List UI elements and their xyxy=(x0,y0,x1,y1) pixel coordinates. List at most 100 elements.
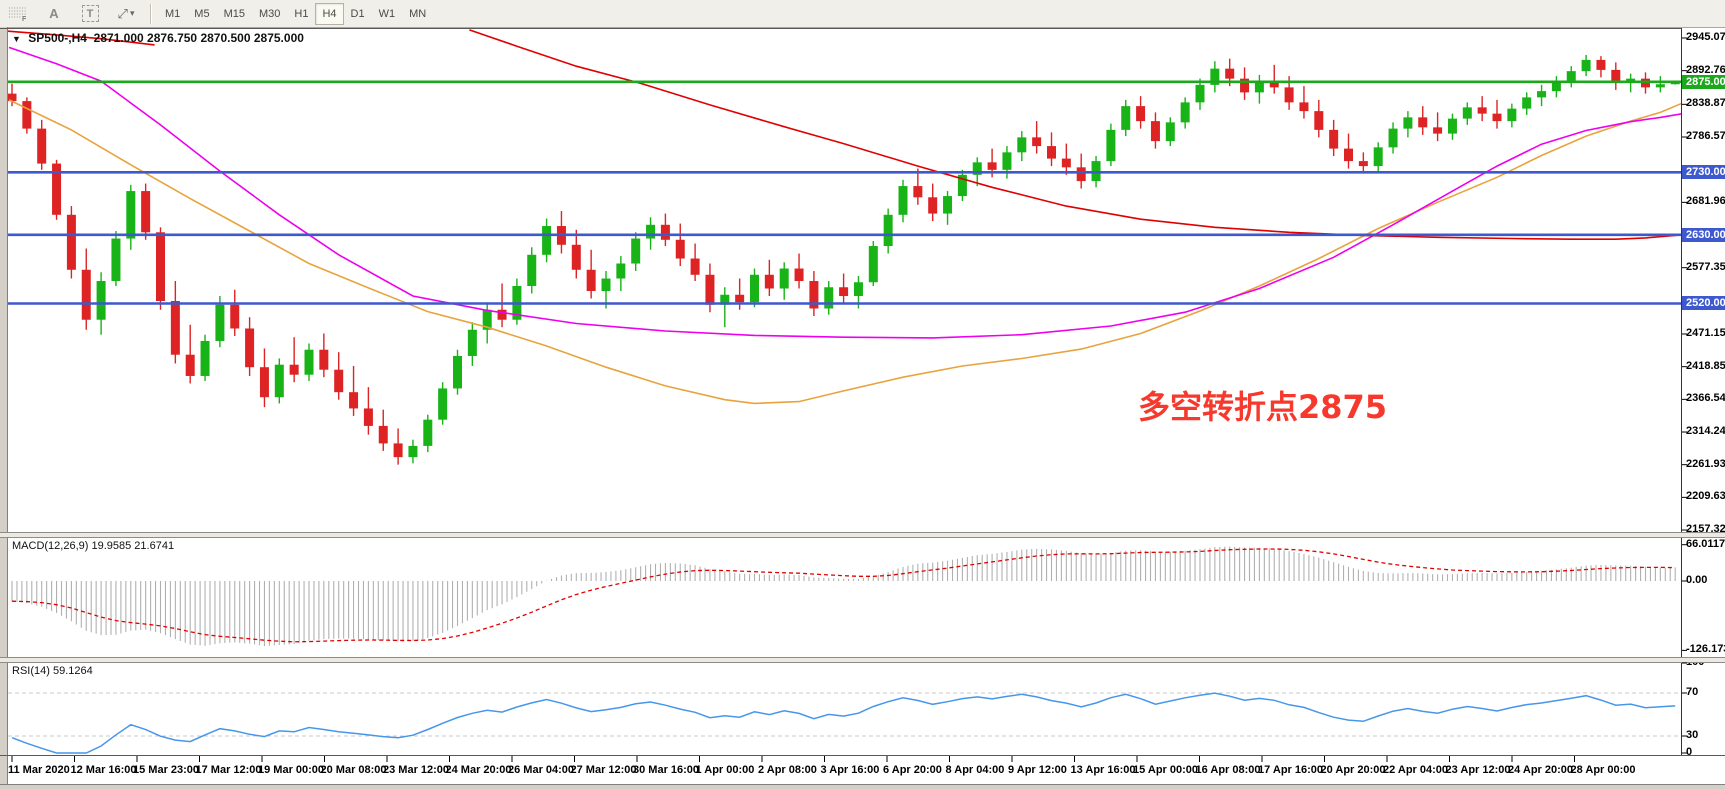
candle-body xyxy=(1284,87,1294,103)
macd-label: MACD(12,26,9) 19.9585 21.6741 xyxy=(12,540,174,552)
candle-body xyxy=(52,163,62,215)
candle-body xyxy=(928,197,938,214)
time-axis-label: 15 Mar 23:00 xyxy=(133,764,200,776)
time-axis-label: 12 Mar 16:00 xyxy=(70,764,137,776)
candle-body xyxy=(1447,118,1457,134)
price-axis-label: 2681.960 xyxy=(1686,195,1725,208)
price-axis-label: 2471.155 xyxy=(1686,327,1725,339)
chart-symbol-period: SP500-,H4 xyxy=(28,31,87,45)
macd-rsi-splitter[interactable] xyxy=(0,657,1725,663)
time-axis-label: 28 Apr 00:00 xyxy=(1570,764,1636,776)
main-macd-splitter[interactable] xyxy=(0,532,1725,538)
candle-body xyxy=(349,392,359,409)
candle-body xyxy=(1403,117,1413,129)
candle-body xyxy=(779,268,789,289)
time-axis-label: 24 Apr 20:00 xyxy=(1508,764,1574,776)
candle-body xyxy=(1373,147,1383,167)
chart-menu-marker-icon[interactable]: ▼ xyxy=(12,34,21,44)
text-label-icon[interactable]: T xyxy=(78,3,102,25)
candle-body xyxy=(868,246,878,283)
candle-body xyxy=(1165,122,1175,142)
candle-body xyxy=(705,274,715,305)
candle-body xyxy=(1418,117,1428,128)
candle-body xyxy=(1655,84,1665,88)
chart-close-value: 2875.000 xyxy=(253,31,304,45)
main-chart-panel xyxy=(8,29,1681,465)
candle-body xyxy=(646,224,656,239)
price-axis-label: 2945.070 xyxy=(1686,31,1725,43)
time-axis-label: 9 Apr 12:00 xyxy=(1008,764,1067,776)
candle-body xyxy=(22,101,32,129)
candle-body xyxy=(215,304,225,341)
chart-high-value: 2876.750 xyxy=(147,31,198,45)
rsi-panel xyxy=(8,692,1681,754)
timeframe-button-w1[interactable]: W1 xyxy=(378,7,396,20)
time-axis-label: 15 Apr 00:00 xyxy=(1133,764,1199,776)
candle-body xyxy=(1150,121,1160,142)
price-axis-border xyxy=(1681,28,1682,756)
timeframe-button-m5[interactable]: M5 xyxy=(194,7,210,20)
timeframe-button-h4[interactable]: H4 xyxy=(315,2,344,25)
timeframe-button-m15[interactable]: M15 xyxy=(223,7,245,20)
annotation-text: 多空转折点2875 xyxy=(1138,388,1388,426)
candle-body xyxy=(794,268,804,282)
candle-body xyxy=(1299,102,1309,112)
time-axis-label: 13 Apr 16:00 xyxy=(1070,764,1136,776)
candle-body xyxy=(319,349,329,370)
candle-body xyxy=(1121,106,1131,130)
price-axis-label: 2261.935 xyxy=(1686,457,1725,470)
candle-body xyxy=(230,304,240,329)
timeframe-button-m30[interactable]: M30 xyxy=(258,7,281,20)
candle-body xyxy=(1002,152,1012,170)
timeframe-button-m1[interactable]: M1 xyxy=(165,7,181,20)
candle-body xyxy=(274,364,284,398)
indicator-grid-icon[interactable]: F xyxy=(6,3,30,25)
time-axis-label: 22 Apr 04:00 xyxy=(1383,764,1449,776)
candle-body xyxy=(1581,59,1591,72)
candle-body xyxy=(1522,97,1532,109)
time-axis-label: 27 Mar 12:00 xyxy=(570,764,637,776)
ma-mid-magenta xyxy=(8,46,1681,339)
font-a-icon[interactable]: A xyxy=(49,6,59,21)
time-axis-label: 30 Mar 16:00 xyxy=(633,764,700,776)
dropdown-caret-icon[interactable]: ▾ xyxy=(129,8,135,18)
candle-body xyxy=(1269,81,1279,88)
chart-open-value: 2871.000 xyxy=(93,31,144,45)
candle-body xyxy=(987,162,997,170)
line-studies-icon[interactable]: ⤢ ▾ xyxy=(114,3,138,25)
candle-body xyxy=(883,214,893,247)
chart-top-border xyxy=(0,28,1725,29)
candle-body xyxy=(423,419,433,446)
candle-body xyxy=(1195,84,1205,103)
price-line-label: 2730.000 xyxy=(1682,165,1725,180)
candle-body xyxy=(1388,128,1398,148)
timeframe-button-h1[interactable]: H1 xyxy=(294,7,309,20)
candle-body xyxy=(1507,108,1517,122)
time-axis-label: 3 Apr 16:00 xyxy=(820,764,880,776)
macd-name: MACD(12,26,9) xyxy=(12,540,89,552)
price-axis-label: 2786.570 xyxy=(1686,129,1725,142)
toolbar: F A T ⤢ ▾ M1 M5 M15 M30 H1 H4 D1 W1 MN xyxy=(0,0,1725,28)
candle-body xyxy=(37,128,47,164)
candle-body xyxy=(675,239,685,259)
time-axis-label: 20 Apr 20:00 xyxy=(1320,764,1386,776)
candle-body xyxy=(839,287,849,297)
candle-body xyxy=(393,443,403,458)
timeframe-button-mn[interactable]: MN xyxy=(409,7,427,20)
candle-body xyxy=(126,191,136,239)
candle-body xyxy=(1225,68,1235,79)
timeframe-button-d1[interactable]: D1 xyxy=(350,7,365,20)
candle-body xyxy=(735,294,745,303)
candle-body xyxy=(1551,81,1561,92)
candle-body xyxy=(1180,102,1190,123)
time-axis-label: 1 Apr 00:00 xyxy=(695,764,755,776)
candle-body xyxy=(1329,129,1339,149)
candle-body xyxy=(378,425,388,444)
macd-signal-line xyxy=(11,548,1676,643)
chart-title: ▼ SP500-,H4 2871.000 2876.750 2870.500 2… xyxy=(12,31,304,45)
candle-body xyxy=(1537,91,1547,98)
candle-body xyxy=(1462,107,1472,119)
ma-slow-red xyxy=(8,30,155,46)
candle-body xyxy=(66,214,76,270)
